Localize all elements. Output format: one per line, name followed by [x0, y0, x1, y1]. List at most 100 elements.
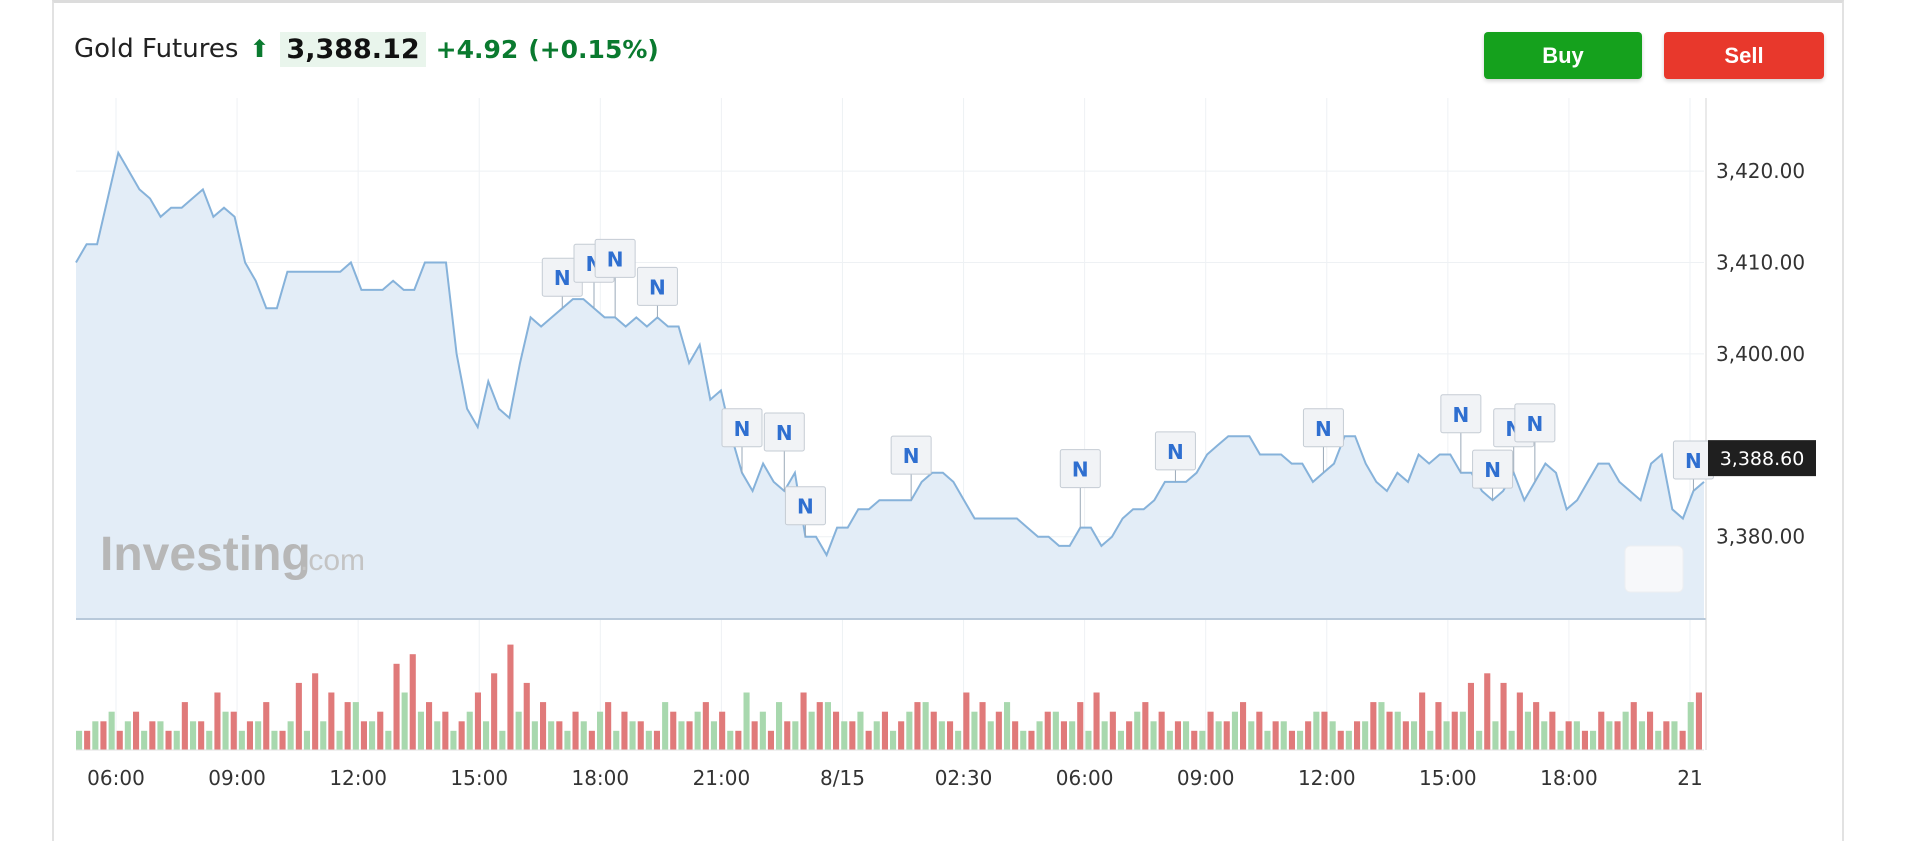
x-tick-label: 06:00: [87, 766, 145, 790]
volume-bar-down: [849, 721, 856, 751]
x-axis: 06:00 09:00 12:00 15:00 18:00 21:00 8/15 02:30 0…: [87, 766, 1703, 790]
last-price: 3,388.12: [280, 31, 426, 67]
last-price-tag: 3,388.60: [1708, 440, 1816, 477]
price-line: [75, 150, 1705, 558]
x-tick-label: 12:00: [1298, 766, 1356, 790]
volume-bar-down: [1419, 692, 1426, 750]
news-marker-box: [721, 408, 763, 448]
volume-bar-down: [930, 711, 937, 750]
volume-bar-up: [1297, 730, 1304, 750]
y-tick-label: 3,410.00: [1716, 251, 1805, 275]
volume-bar-up: [434, 721, 441, 751]
volume-bar-down: [426, 702, 433, 750]
volume-bar-up: [417, 711, 424, 750]
news-marker[interactable]: N: [1154, 431, 1196, 482]
volume-bar-down: [881, 711, 888, 750]
volume-bar-up: [515, 711, 522, 750]
volume-bar-down: [816, 702, 823, 750]
news-marker-box: [890, 435, 932, 475]
news-marker[interactable]: N: [1440, 394, 1482, 473]
volume-bar-down: [1158, 711, 1165, 750]
volume-bar-up: [190, 721, 197, 751]
volume-bar-down: [800, 692, 807, 750]
instrument-header: Gold Futures ⬆ 3,388.12 +4.92 (+0.15%): [74, 31, 659, 67]
volume-bar-down: [458, 721, 465, 751]
volume-bar-down: [230, 711, 237, 750]
volume-bar-up: [1362, 721, 1369, 751]
volume-bar-down: [1402, 721, 1409, 751]
volume-bar-up: [922, 702, 929, 750]
volume-bar-up: [662, 702, 669, 750]
buy-button[interactable]: Buy: [1484, 32, 1642, 79]
volume-bar-up: [727, 730, 734, 750]
news-marker-label: N: [1685, 449, 1702, 473]
volume-bar-down: [1516, 692, 1523, 750]
volume-bar-up: [1378, 702, 1385, 750]
volume-bar-down: [963, 692, 970, 750]
news-marker-box: [1514, 403, 1556, 443]
x-tick-label: 06:00: [1056, 766, 1114, 790]
news-marker[interactable]: N: [1514, 403, 1556, 482]
volume-bar-down: [1500, 682, 1507, 750]
volume-bar-up: [1443, 721, 1450, 751]
volume-bar-down: [979, 702, 986, 750]
volume-bar-up: [287, 721, 294, 751]
news-marker-label: N: [607, 247, 624, 271]
x-tick-label: 15:00: [450, 766, 508, 790]
volume-bar-up: [401, 692, 408, 750]
volume-bar-up: [1004, 702, 1011, 750]
volume-bar-up: [548, 721, 555, 751]
volume-bar-up: [743, 692, 750, 750]
news-marker[interactable]: N: [1302, 408, 1344, 473]
news-marker[interactable]: N: [784, 486, 826, 537]
volume-bar-up: [580, 721, 587, 751]
volume-bar-up: [971, 711, 978, 750]
volume-bar-down: [621, 711, 628, 750]
x-tick-label: 09:00: [1177, 766, 1235, 790]
volume-bar-up: [841, 721, 848, 751]
volume-bar-down: [1435, 702, 1442, 750]
volume-bar-down: [686, 721, 693, 751]
volume-bar-up: [1329, 721, 1336, 751]
news-marker-box: [594, 238, 636, 278]
volume-bar-down: [605, 702, 612, 750]
news-marker[interactable]: N: [721, 408, 763, 473]
volume-bar-up: [1280, 721, 1287, 751]
news-marker[interactable]: N: [1472, 449, 1514, 501]
news-marker[interactable]: N: [636, 266, 678, 318]
volume-bar-up: [1215, 721, 1222, 751]
x-tick-label: 18:00: [1540, 766, 1598, 790]
news-marker[interactable]: N: [541, 257, 583, 309]
news-marker[interactable]: N: [594, 238, 636, 318]
volume-bar-down: [409, 654, 416, 750]
volume-bar-down: [1337, 730, 1344, 750]
volume-bar-up: [1183, 721, 1190, 751]
news-marker[interactable]: N: [1672, 440, 1714, 492]
chart-settings-button[interactable]: [1624, 545, 1684, 593]
y-tick-label: 3,380.00: [1716, 525, 1805, 549]
news-marker[interactable]: N: [1059, 449, 1101, 528]
volume-bar-up: [759, 711, 766, 750]
news-marker[interactable]: N: [890, 435, 932, 501]
price-change: +4.92: [435, 34, 519, 64]
volume-bar-up: [1524, 711, 1531, 750]
volume-bar-down: [784, 721, 791, 751]
volume-bar-down: [1630, 702, 1637, 750]
news-marker-label: N: [734, 417, 751, 441]
news-marker[interactable]: N: [763, 412, 805, 492]
volume-bar-down: [1272, 721, 1279, 751]
volume-bar-up: [792, 721, 799, 751]
volume-bar-up: [531, 721, 538, 751]
volume-bar-up: [629, 721, 636, 751]
volume-bar-down: [1614, 721, 1621, 751]
news-marker-box: [636, 266, 678, 306]
sell-button[interactable]: Sell: [1664, 32, 1824, 79]
volume-bar-down: [1647, 711, 1654, 750]
volume-bar-up: [694, 711, 701, 750]
y-axis: 3,420.00 3,410.00 3,400.00 3,380.00: [1705, 98, 1805, 750]
volume-bar-up: [1427, 730, 1434, 750]
volume-bar-down: [1549, 711, 1556, 750]
volume-bar-up: [1248, 721, 1255, 751]
volume-bar-down: [1581, 730, 1588, 750]
